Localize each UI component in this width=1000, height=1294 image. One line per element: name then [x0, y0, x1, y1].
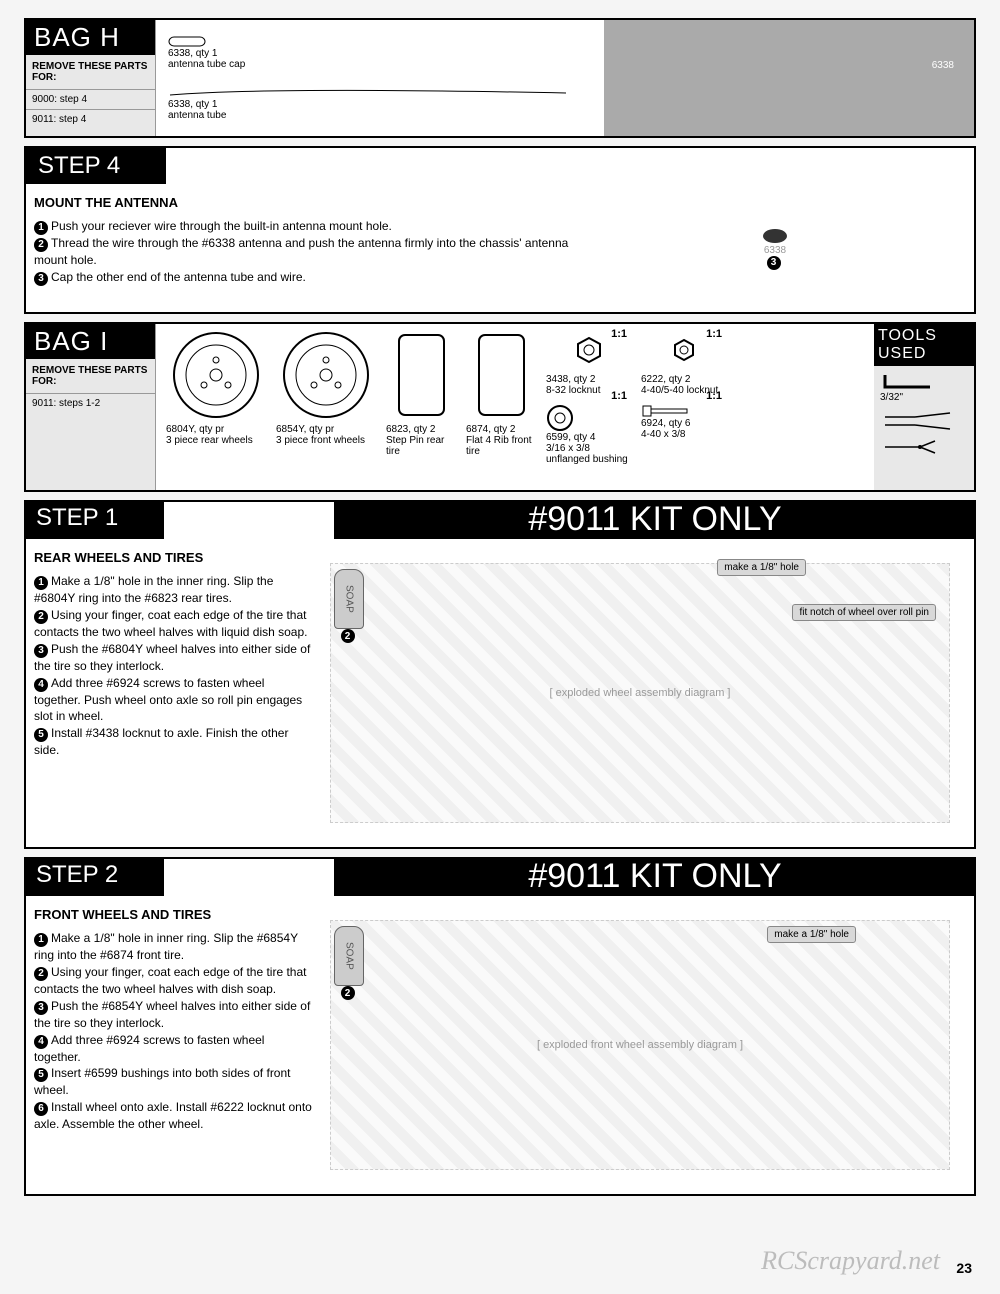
remove-row: 9011: steps 1-2 [26, 393, 155, 413]
bag-h-sidebox: BAG H REMOVE THESE PARTS FOR: 9000: step… [26, 20, 156, 136]
part-code: 6804Y, qty pr [166, 424, 224, 435]
part-item: 6854Y, qty pr3 piece front wheels [276, 330, 376, 484]
step-line: Push the #6804Y wheel halves into either… [34, 642, 310, 673]
bag-i-section: BAG I REMOVE THESE PARTS FOR: 9011: step… [24, 322, 976, 492]
part-item: 1:1 3438, qty 28-32 locknut 1:1 6599, qt… [546, 330, 631, 484]
step2-text: FRONT WHEELS AND TIRES 1Make a 1/8" hole… [34, 906, 314, 1184]
bag-i-sidebox: BAG I REMOVE THESE PARTS FOR: 9011: step… [26, 324, 156, 490]
step-line: Install wheel onto axle. Install #6222 l… [34, 1100, 312, 1131]
step-title: MOUNT THE ANTENNA [34, 194, 584, 212]
bag-h-title: BAG H [26, 20, 155, 55]
bag-h-section: BAG H REMOVE THESE PARTS FOR: 9000: step… [24, 18, 976, 138]
diagram-label: 6338 [760, 245, 790, 256]
bag-i-parts: 6804Y, qty pr3 piece rear wheels 6854Y, … [156, 324, 874, 490]
remove-label: REMOVE THESE PARTS FOR: [26, 55, 155, 89]
part-code: 6222, qty 2 [641, 374, 690, 385]
kit-banner: #9011 KIT ONLY [334, 500, 976, 539]
step1-container: STEP 1 #9011 KIT ONLY REAR WHEELS AND TI… [24, 500, 976, 849]
part-desc: 8-32 locknut [546, 385, 600, 396]
step2-diagram: [ exploded front wheel assembly diagram … [314, 906, 966, 1184]
part-code: 6599, qty 4 [546, 432, 595, 443]
part-code: 6874, qty 2 [466, 424, 515, 435]
part-item: 6874, qty 2Flat 4 Rib front tire [466, 330, 536, 484]
part-desc: 3 piece rear wheels [166, 435, 253, 446]
scale-label: 1:1 [706, 390, 722, 402]
step-line: Make a 1/8" hole in inner ring. Slip the… [34, 931, 298, 962]
tools-box: TOOLS USED 3/32" [874, 324, 974, 490]
step-line: Push your reciever wire through the buil… [51, 219, 392, 233]
bag-h-photo: 6338 [604, 20, 974, 136]
part-desc: Flat 4 Rib front tire [466, 435, 532, 457]
step1-label: STEP 1 [24, 500, 164, 539]
bullet-num: 2 [341, 629, 355, 643]
part-item: 6338, qty 1antenna tube cap [168, 36, 592, 70]
remove-label: REMOVE THESE PARTS FOR: [26, 359, 155, 393]
part-item: 6823, qty 2Step Pin rear tire [386, 330, 456, 484]
step-line: Thread the wire through the #6338 antenn… [34, 236, 568, 267]
bullet-num: 2 [341, 986, 355, 1000]
part-code: 3438, qty 2 [546, 374, 595, 385]
soap-icon: SOAP [334, 569, 364, 629]
bag-i-title: BAG I [26, 324, 155, 359]
callout: fit notch of wheel over roll pin [792, 604, 936, 621]
part-code: 6338, qty 1 [168, 48, 217, 59]
scale-label: 1:1 [611, 328, 627, 340]
part-code: 6823, qty 2 [386, 424, 435, 435]
tool-size: 3/32" [880, 392, 903, 403]
step2-container: STEP 2 #9011 KIT ONLY FRONT WHEELS AND T… [24, 857, 976, 1196]
tools-title: TOOLS USED [874, 324, 974, 366]
step-line: Add three #6924 screws to fasten wheel t… [34, 1033, 264, 1064]
part-desc: Step Pin rear tire [386, 435, 444, 457]
step-line: Using your finger, coat each edge of the… [34, 608, 308, 639]
part-desc: antenna tube [168, 110, 226, 121]
step-title: FRONT WHEELS AND TIRES [34, 906, 314, 924]
step-line: Add three #6924 screws to fasten wheel t… [34, 676, 302, 724]
part-desc: 4-40 x 3/8 [641, 429, 685, 440]
step1-diagram: [ exploded wheel assembly diagram ] make… [314, 549, 966, 837]
watermark: RCScrapyard.net [761, 1246, 940, 1276]
callout: make a 1/8" hole [767, 926, 856, 943]
remove-row: 9000: step 4 [26, 89, 155, 109]
part-desc: 3/16 x 3/8 unflanged bushing [546, 443, 628, 465]
step-line: Push the #6854Y wheel halves into either… [34, 999, 310, 1030]
step2-label: STEP 2 [24, 857, 164, 896]
step-line: Using your finger, coat each edge of the… [34, 965, 307, 996]
step-line: Install #3438 locknut to axle. Finish th… [34, 726, 288, 757]
callout: make a 1/8" hole [717, 559, 806, 576]
bullet-num: 3 [767, 256, 781, 270]
step-line: Make a 1/8" hole in the inner ring. Slip… [34, 574, 273, 605]
page-number: 23 [956, 1260, 972, 1276]
kit-banner: #9011 KIT ONLY [334, 857, 976, 896]
remove-row: 9011: step 4 [26, 109, 155, 129]
bag-h-parts: 6338, qty 1antenna tube cap 6338, qty 1a… [156, 20, 604, 136]
step-line: Insert #6599 bushings into both sides of… [34, 1066, 291, 1097]
part-item: 6804Y, qty pr3 piece rear wheels [166, 330, 266, 484]
photo-label: 6338 [932, 60, 954, 71]
part-desc: 3 piece front wheels [276, 435, 365, 446]
scale-label: 1:1 [706, 328, 722, 340]
step-title: REAR WHEELS AND TIRES [34, 549, 314, 567]
step4-diagram: 6338 3 [584, 194, 966, 302]
part-item: 6338, qty 1antenna tube [168, 85, 592, 121]
part-code: 6854Y, qty pr [276, 424, 334, 435]
scale-label: 1:1 [611, 390, 627, 402]
step4-container: STEP 4 MOUNT THE ANTENNA 1Push your reci… [24, 146, 976, 314]
part-code: 6924, qty 6 [641, 418, 690, 429]
step1-text: REAR WHEELS AND TIRES 1Make a 1/8" hole … [34, 549, 314, 837]
part-code: 6338, qty 1 [168, 99, 217, 110]
step4-label: STEP 4 [26, 148, 166, 184]
step4-text: MOUNT THE ANTENNA 1Push your reciever wi… [34, 194, 584, 302]
part-item: 1:1 6222, qty 24-40/5-40 locknut 1:1 692… [641, 330, 726, 484]
part-desc: antenna tube cap [168, 59, 245, 70]
soap-icon: SOAP [334, 926, 364, 986]
step-line: Cap the other end of the antenna tube an… [51, 270, 306, 284]
